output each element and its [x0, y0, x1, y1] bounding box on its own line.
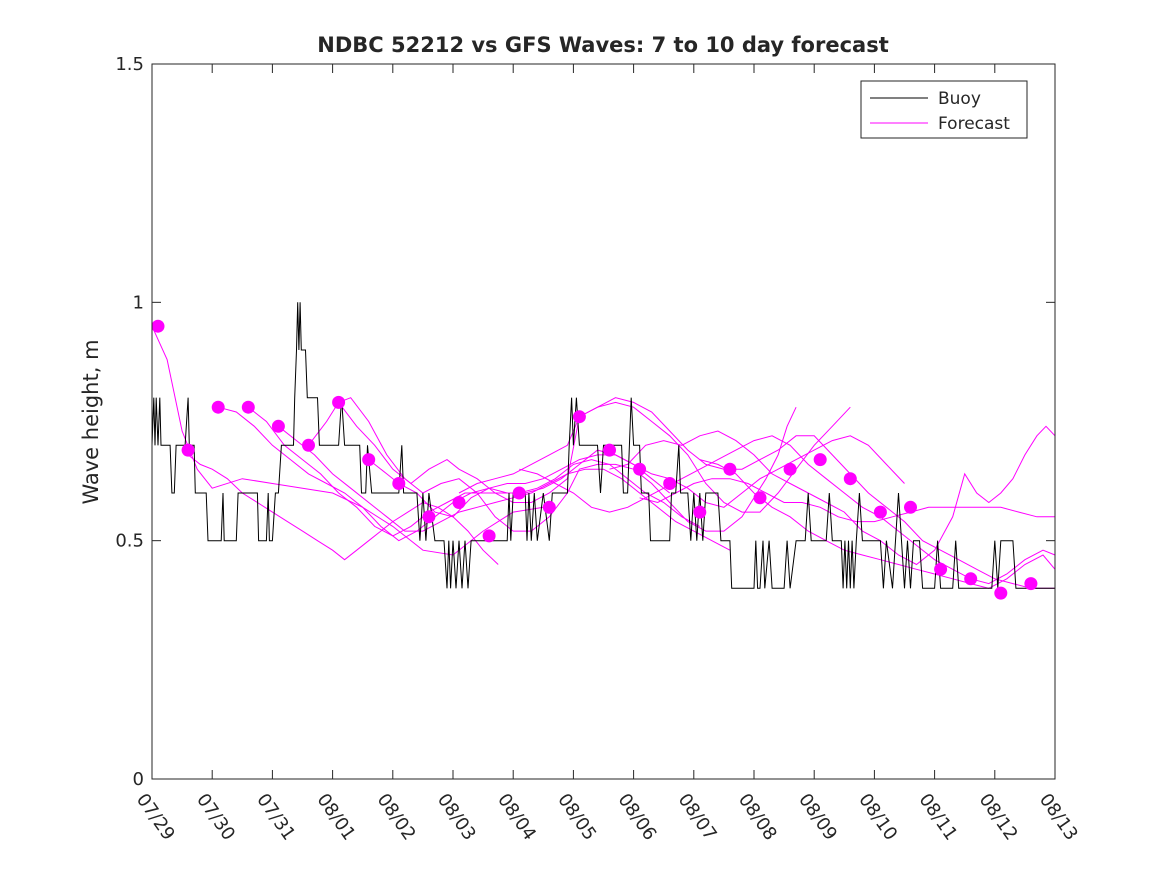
forecast-marker-15	[572, 410, 586, 424]
forecast-line-7	[338, 401, 851, 513]
x-tick-label: 08/08	[734, 790, 781, 845]
forecast-marker-7	[332, 395, 346, 409]
x-tick-label: 08/06	[614, 790, 661, 845]
forecast-line-8	[368, 435, 905, 518]
forecast-marker-5	[271, 419, 285, 433]
forecast-marker-19	[693, 505, 707, 519]
forecast-marker-16	[603, 443, 616, 457]
forecast-marker-25	[873, 505, 887, 519]
forecast-line-10	[519, 435, 1056, 585]
forecast-marker-2	[181, 443, 195, 457]
forecast-markers	[151, 319, 1038, 600]
x-tick-label: 08/04	[493, 790, 540, 845]
forecast-line-5	[278, 425, 731, 551]
forecast-marker-27	[934, 562, 948, 576]
forecast-line-12	[639, 478, 1055, 523]
forecast-marker-1	[151, 319, 165, 333]
forecast-line-3	[218, 406, 671, 542]
forecast-marker-23	[813, 453, 827, 467]
x-tick-label: 08/13	[1035, 790, 1082, 845]
forecast-line-11	[609, 425, 1056, 566]
plot-frame	[151, 63, 1056, 780]
x-tick-label: 08/12	[975, 790, 1022, 845]
x-tick-label: 08/07	[674, 790, 721, 845]
forecast-marker-20	[723, 462, 737, 476]
forecast-marker-28	[964, 572, 978, 586]
x-tick-label: 08/11	[915, 790, 962, 845]
legend-box	[860, 80, 1028, 139]
y-tick-label: 1.5	[115, 54, 144, 75]
chart-title: NDBC 52212 vs GFS Waves: 7 to 10 day for…	[317, 33, 888, 57]
forecast-marker-12	[482, 529, 496, 543]
forecast-line-4	[247, 406, 701, 537]
forecast-marker-18	[663, 477, 677, 490]
y-tick-label: 0.5	[115, 531, 144, 552]
forecast-line-9	[458, 397, 1055, 589]
x-tick-label: 07/29	[132, 790, 179, 845]
legend: Buoy Forecast	[860, 80, 1028, 139]
x-tick-label: 08/01	[313, 790, 360, 845]
forecast-marker-17	[633, 462, 647, 476]
y-tick-label: 0	[133, 769, 144, 790]
forecast-line-13	[699, 459, 1056, 589]
x-tick-label: 07/31	[252, 790, 299, 845]
forecast-marker-21	[753, 491, 767, 505]
legend-label-forecast: Forecast	[938, 114, 1010, 134]
forecast-marker-9	[392, 477, 406, 490]
y-tick-label: 1	[133, 292, 144, 313]
forecast-marker-11	[452, 496, 466, 509]
y-axis-label: Wave height, m	[79, 339, 103, 504]
forecast-marker-4	[241, 400, 255, 414]
forecast-marker-26	[904, 500, 917, 514]
legend-label-buoy: Buoy	[938, 89, 981, 109]
forecast-marker-8	[362, 453, 376, 467]
forecast-marker-14	[542, 500, 556, 514]
forecast-marker-6	[302, 438, 315, 452]
plot-lines	[151, 302, 1056, 589]
forecast-marker-3	[211, 400, 225, 414]
x-tick-label: 08/10	[854, 790, 901, 845]
x-tick-label: 08/03	[433, 790, 480, 845]
forecast-marker-22	[783, 462, 797, 476]
forecast-line-1	[151, 325, 544, 556]
forecast-marker-29	[994, 586, 1008, 600]
buoy-line	[151, 302, 1055, 589]
x-tick-label: 08/05	[553, 790, 600, 845]
x-tick-label: 08/09	[794, 790, 841, 845]
forecast-line-2	[181, 449, 499, 565]
forecast-marker-30	[1024, 577, 1038, 591]
x-tick-label: 07/30	[192, 790, 239, 845]
forecast-marker-13	[512, 486, 526, 500]
forecast-marker-10	[422, 510, 436, 524]
x-tick-label: 08/02	[373, 790, 420, 845]
forecast-marker-24	[843, 472, 857, 486]
y-axis: 0 0.5 1 1.5	[115, 54, 1055, 790]
